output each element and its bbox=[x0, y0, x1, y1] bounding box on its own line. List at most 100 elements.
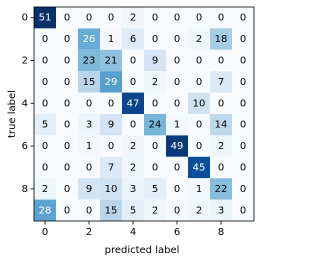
cell-label: 0 bbox=[130, 56, 136, 67]
heatmap-cell bbox=[188, 71, 210, 93]
cell-label: 10 bbox=[105, 184, 118, 195]
heatmap-cell bbox=[232, 156, 254, 179]
cell-label: 0 bbox=[174, 163, 180, 174]
y-tick-label: 4 bbox=[22, 98, 28, 109]
y-tick-label: 0 bbox=[22, 13, 28, 24]
heatmap-cell bbox=[78, 156, 100, 179]
heatmap-cell bbox=[78, 71, 100, 93]
heatmap-cell bbox=[166, 7, 188, 29]
cell-label: 2 bbox=[42, 184, 48, 195]
heatmap-cell bbox=[188, 49, 210, 72]
cell-label: 0 bbox=[64, 120, 70, 131]
heatmap-cell bbox=[100, 199, 122, 221]
heatmap-cell bbox=[144, 156, 166, 179]
heatmap-cell bbox=[34, 28, 56, 50]
cell-label: 24 bbox=[149, 120, 162, 131]
heatmap-cell bbox=[232, 114, 254, 136]
cell-label: 7 bbox=[218, 77, 224, 88]
heatmap-cell bbox=[232, 178, 254, 200]
heatmap-cell bbox=[188, 199, 210, 221]
cell-label: 0 bbox=[64, 77, 70, 88]
heatmap-cell bbox=[144, 7, 166, 29]
heatmap-cell bbox=[144, 135, 166, 157]
heatmap-cell bbox=[78, 135, 100, 157]
heatmap-cell bbox=[210, 7, 232, 29]
heatmap-cell bbox=[166, 49, 188, 72]
cell-label: 0 bbox=[64, 141, 70, 152]
heatmap-cell bbox=[232, 49, 254, 72]
x-tick-label: 0 bbox=[42, 227, 48, 238]
cell-label: 0 bbox=[240, 184, 246, 195]
heatmap-cell bbox=[210, 49, 232, 72]
cell-label: 0 bbox=[108, 141, 114, 152]
cell-label: 0 bbox=[86, 98, 92, 109]
heatmap-cell bbox=[122, 92, 144, 114]
cell-label: 0 bbox=[42, 141, 48, 152]
cell-label: 0 bbox=[196, 120, 202, 131]
cell-label: 1 bbox=[196, 184, 202, 195]
cell-label: 0 bbox=[86, 205, 92, 216]
cell-label: 3 bbox=[130, 184, 136, 195]
cell-label: 0 bbox=[196, 77, 202, 88]
heatmap-cell bbox=[56, 71, 78, 93]
cell-label: 0 bbox=[240, 163, 246, 174]
cell-label: 0 bbox=[218, 98, 224, 109]
heatmap-cell bbox=[56, 156, 78, 179]
cell-label: 5 bbox=[152, 184, 158, 195]
heatmap-cell bbox=[232, 28, 254, 50]
plot-frame bbox=[33, 6, 255, 222]
cell-label: 29 bbox=[105, 77, 118, 88]
cell-label: 0 bbox=[130, 77, 136, 88]
heatmap-cell bbox=[188, 92, 210, 114]
heatmap-cell bbox=[100, 156, 122, 179]
heatmap-cell bbox=[34, 92, 56, 114]
cell-label: 9 bbox=[108, 120, 114, 131]
x-tick-label: 6 bbox=[174, 227, 180, 238]
x-tick-label: 4 bbox=[130, 227, 136, 238]
cell-label: 14 bbox=[215, 120, 228, 131]
cell-label: 0 bbox=[64, 184, 70, 195]
cell-label: 0 bbox=[174, 98, 180, 109]
heatmap-cell bbox=[78, 7, 100, 29]
cell-label: 15 bbox=[105, 205, 118, 216]
y-tick-label: 2 bbox=[22, 56, 28, 67]
cell-label: 0 bbox=[42, 163, 48, 174]
heatmap-cell bbox=[166, 178, 188, 200]
chart: predicted label true label 51 0 0 0 2 0 0 0 0 00 0… bbox=[7, 6, 255, 256]
cell-label: 0 bbox=[240, 56, 246, 67]
cell-label: 0 bbox=[152, 13, 158, 24]
heatmap-cell bbox=[166, 199, 188, 221]
cell-label: 0 bbox=[218, 13, 224, 24]
cell-label: 0 bbox=[64, 34, 70, 45]
cell-label: 7 bbox=[108, 163, 114, 174]
heatmap-cell bbox=[122, 114, 144, 136]
cell-label: 0 bbox=[240, 205, 246, 216]
cell-label: 0 bbox=[42, 98, 48, 109]
heatmap-cell bbox=[34, 178, 56, 200]
cell-label: 0 bbox=[174, 56, 180, 67]
cell-label: 3 bbox=[218, 205, 224, 216]
heatmap-cell bbox=[122, 49, 144, 72]
cell-label: 22 bbox=[215, 184, 228, 195]
heatmap-cell bbox=[188, 178, 210, 200]
cell-label: 0 bbox=[130, 120, 136, 131]
cell-label: 9 bbox=[152, 56, 158, 67]
heatmap-cell bbox=[56, 114, 78, 136]
heatmap-cell bbox=[210, 199, 232, 221]
cell-label: 0 bbox=[174, 34, 180, 45]
cell-label: 0 bbox=[240, 13, 246, 24]
cell-label: 0 bbox=[64, 98, 70, 109]
cell-label: 0 bbox=[42, 77, 48, 88]
cell-label: 0 bbox=[196, 13, 202, 24]
cell-label: 0 bbox=[152, 141, 158, 152]
y-axis-label: true label bbox=[7, 90, 18, 138]
heatmap-cell bbox=[56, 135, 78, 157]
x-tick-label: 8 bbox=[218, 227, 224, 238]
heatmap-cell bbox=[188, 156, 210, 179]
cell-label: 28 bbox=[39, 205, 52, 216]
heatmap-cell bbox=[232, 199, 254, 221]
cell-label: 51 bbox=[39, 13, 52, 24]
heatmap-cell bbox=[78, 114, 100, 136]
heatmap-cell bbox=[232, 92, 254, 114]
heatmap-cell bbox=[144, 49, 166, 72]
